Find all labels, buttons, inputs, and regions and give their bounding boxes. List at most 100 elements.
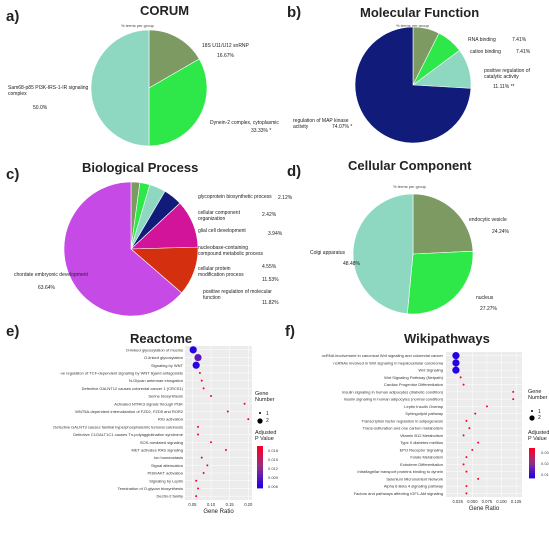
plot-f-point	[465, 456, 468, 459]
pie-c-pct-4: 4.55%	[262, 264, 277, 270]
legend-f-color-bar-segment	[529, 465, 535, 469]
plot-f-point	[477, 477, 480, 480]
legend-e-color-title: Adjusted P Value	[255, 430, 277, 442]
legend-f-color-bar-segment	[529, 473, 535, 476]
legend-f-color-bar-segment	[529, 450, 535, 454]
legend-e-color-bar-segment	[257, 446, 263, 450]
legend-f-color-bar-segment	[529, 470, 535, 474]
plot-f-category-label: Insulin signaling in human adipocytes (n…	[344, 397, 444, 402]
plot-f-point	[452, 352, 460, 360]
pie-b-pct-1: 7.41%	[512, 37, 527, 43]
pie-c-pct-1: 2.12%	[278, 195, 293, 201]
panel-letter-b: b)	[287, 4, 302, 21]
legend-f-tick-2: 0.01	[541, 472, 549, 477]
plot-e-point	[202, 387, 205, 390]
plot-f-category-label: Sphingolipid pathway	[405, 411, 443, 416]
legend-e-color-bar-segment	[257, 477, 263, 482]
plot-e-category-label: Termination of O-glycan biosynthesis	[118, 486, 183, 491]
plot-f-point	[462, 434, 465, 437]
plot-e-category-label: PI3K/AKT activation	[148, 471, 184, 476]
legend-e-size-2: 2	[266, 418, 269, 424]
pie-d-pct-1: 24.24%	[492, 229, 509, 235]
plot-e-point	[200, 379, 203, 382]
plot-f-x-tick-label: 0.100	[496, 499, 507, 504]
legend-f-size-dot-2	[529, 415, 535, 421]
plot-f-category-label: Vitamin B12 Metabolism	[400, 433, 444, 438]
plot-e-category-label: N-Glycan antennae elongation	[129, 378, 183, 383]
pie-d-slice-2	[406, 250, 474, 315]
plot-f-category-label: Cardiac Progenitor Differentiation	[384, 382, 443, 387]
pie-c-label-2: cellular component organization	[198, 210, 240, 222]
plot-f-x-axis-label: Gene Ratio	[469, 506, 500, 512]
legend-f-size-title: Gene Number	[528, 389, 548, 401]
panel-title-e: Reactome	[130, 331, 193, 346]
plot-f-point	[474, 412, 477, 415]
plot-f-category-label: Folate Metabolism	[410, 455, 443, 460]
plot-e-category-label: Dectin-2 family	[157, 494, 183, 499]
legend-e-color-bar-segment	[257, 460, 263, 464]
panel-subtitle-b: % terms per group	[396, 23, 429, 28]
panel-title-b: Molecular Function	[360, 5, 480, 20]
plot-e-point	[210, 395, 213, 398]
pie-d-label-1: endocytic vesicle	[469, 217, 507, 223]
plot-e-point	[197, 433, 200, 436]
legend-e-size-dot-2	[257, 418, 263, 424]
plot-e-point	[197, 425, 200, 428]
legend-e-color-bar-segment	[257, 449, 263, 454]
plot-e-point	[194, 353, 202, 362]
plot-f-point	[465, 419, 468, 422]
plot-e-category-label: Signaling by WNT	[151, 363, 184, 368]
pie-a-label-1: 18S U11/U12 snRNP	[202, 43, 249, 49]
plot-e-background	[185, 346, 252, 500]
legend-e-tick-0: 0.018	[268, 448, 279, 453]
pie-c-slice-0	[63, 181, 183, 317]
legend-e-size-1: 1	[266, 411, 269, 417]
pie-d-label-0: Colgi apparatus	[310, 250, 346, 256]
plot-f-x-tick-label: 0.050	[467, 499, 478, 504]
plot-f-category-label: Type II diabetes mellitus	[400, 440, 443, 445]
plot-e-category-label: Defective GALNT12 causes colorectal canc…	[82, 386, 184, 391]
pie-b-pct-3: 11.11% **	[493, 84, 515, 90]
plot-f-point	[452, 366, 460, 374]
plot-f-category-label: Wnt Signaling	[418, 368, 443, 373]
pie-b-pct-0: 74.07% *	[332, 124, 353, 130]
plot-f-category-label: Intraflagellar transport proteins bindin…	[357, 469, 443, 474]
legend-e-color-bar-segment	[257, 463, 263, 468]
legend-e-tick-2: 0.012	[268, 466, 279, 471]
pie-a-slice-0	[90, 29, 150, 147]
panel-subtitle-a: % terms per group	[121, 23, 154, 28]
plot-f-x-tick-label: 0.125	[511, 499, 522, 504]
panel-letter-e: e)	[6, 323, 20, 340]
pie-d-label-2: nucleus	[476, 295, 494, 301]
plot-e-category-label: Defective GALNT3 causes familial hyperph…	[53, 424, 183, 429]
pie-a-label-2: Dynein-2 complex, cytoplasmic	[210, 120, 279, 126]
legend-e-size-dot-1	[259, 412, 261, 414]
plot-f-point	[471, 448, 474, 451]
pie-d-slice-0	[352, 193, 414, 315]
plot-e-category-label: Signaling by Leptin	[149, 478, 183, 483]
legend-e-color-bar-segment	[257, 481, 263, 485]
plot-f-category-label: Wnt Signaling Pathway (Netpath)	[384, 375, 444, 380]
plot-e-x-tick-label: 0.20	[244, 502, 253, 507]
panel-title-a: CORUM	[140, 3, 190, 18]
plot-e-category-label: Signal attenuation	[151, 463, 183, 468]
legend-f-size-2: 2	[538, 415, 541, 421]
pie-c-label-3: glial cell development	[198, 228, 246, 234]
legend-e-color-bar-segment	[257, 484, 263, 489]
legend-f-tick-1: 0.02	[541, 461, 549, 466]
plot-e-point	[247, 418, 250, 421]
legend-e-color-bar-segment	[257, 456, 263, 461]
plot-e-point	[189, 346, 197, 354]
pie-b-slice-0	[354, 26, 472, 144]
pie-d-slice-1	[412, 193, 474, 255]
plot-f-category-label: Leptin Insulin Overlap	[404, 404, 443, 409]
legend-f-color-bar-segment	[529, 463, 535, 466]
pie-c-pct-6: 11.82%	[262, 300, 279, 306]
plot-f-point	[465, 470, 468, 473]
plot-f-category-label: Factors and pathways affecting IGF1-Akt …	[354, 491, 443, 496]
plot-f-category-label: Trans-sulfuration and one carbon metabol…	[363, 426, 444, 431]
pie-c-label-6: positive regulation of molecular functio…	[203, 289, 272, 301]
legend-f-color-bar-segment	[529, 475, 535, 479]
